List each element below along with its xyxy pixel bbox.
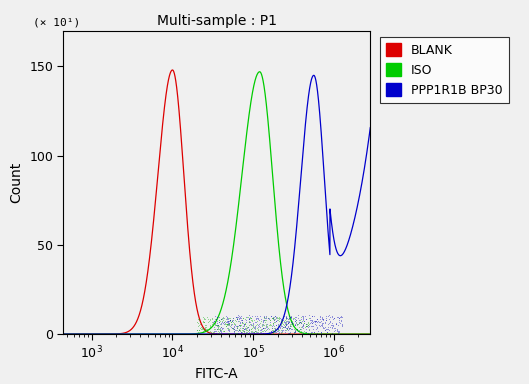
Legend: BLANK, ISO, PPP1R1B BP30: BLANK, ISO, PPP1R1B BP30 (380, 37, 509, 103)
PPP1R1B BP30 (367, 125, 373, 130)
X-axis label: FITC-A: FITC-A (195, 367, 239, 381)
BLANK (171, 72, 178, 77)
PPP1R1B BP30 (304, 103, 311, 108)
BLANK (169, 68, 176, 72)
ISO (242, 145, 248, 150)
PPP1R1B BP30 (60, 332, 67, 336)
BLANK (288, 332, 294, 336)
ISO (76, 332, 82, 336)
Line: BLANK: BLANK (63, 70, 370, 334)
ISO (60, 332, 67, 336)
PPP1R1B BP30 (76, 332, 82, 336)
ISO (255, 70, 261, 75)
PPP1R1B BP30 (171, 332, 178, 336)
PPP1R1B BP30 (255, 332, 261, 336)
BLANK (76, 332, 82, 336)
ISO (367, 332, 373, 336)
ISO (171, 332, 178, 336)
Title: Multi-sample : P1: Multi-sample : P1 (157, 14, 277, 28)
ISO (288, 318, 294, 323)
BLANK (256, 332, 262, 336)
Line: ISO: ISO (63, 72, 370, 334)
BLANK (304, 332, 311, 336)
BLANK (242, 332, 248, 336)
Text: (× 10¹): (× 10¹) (33, 18, 80, 28)
BLANK (60, 332, 67, 336)
ISO (304, 331, 311, 336)
BLANK (367, 332, 373, 336)
PPP1R1B BP30 (311, 73, 317, 78)
Line: PPP1R1B BP30: PPP1R1B BP30 (63, 75, 370, 334)
Y-axis label: Count: Count (10, 162, 24, 203)
PPP1R1B BP30 (242, 332, 248, 336)
ISO (257, 70, 263, 74)
PPP1R1B BP30 (288, 278, 294, 282)
